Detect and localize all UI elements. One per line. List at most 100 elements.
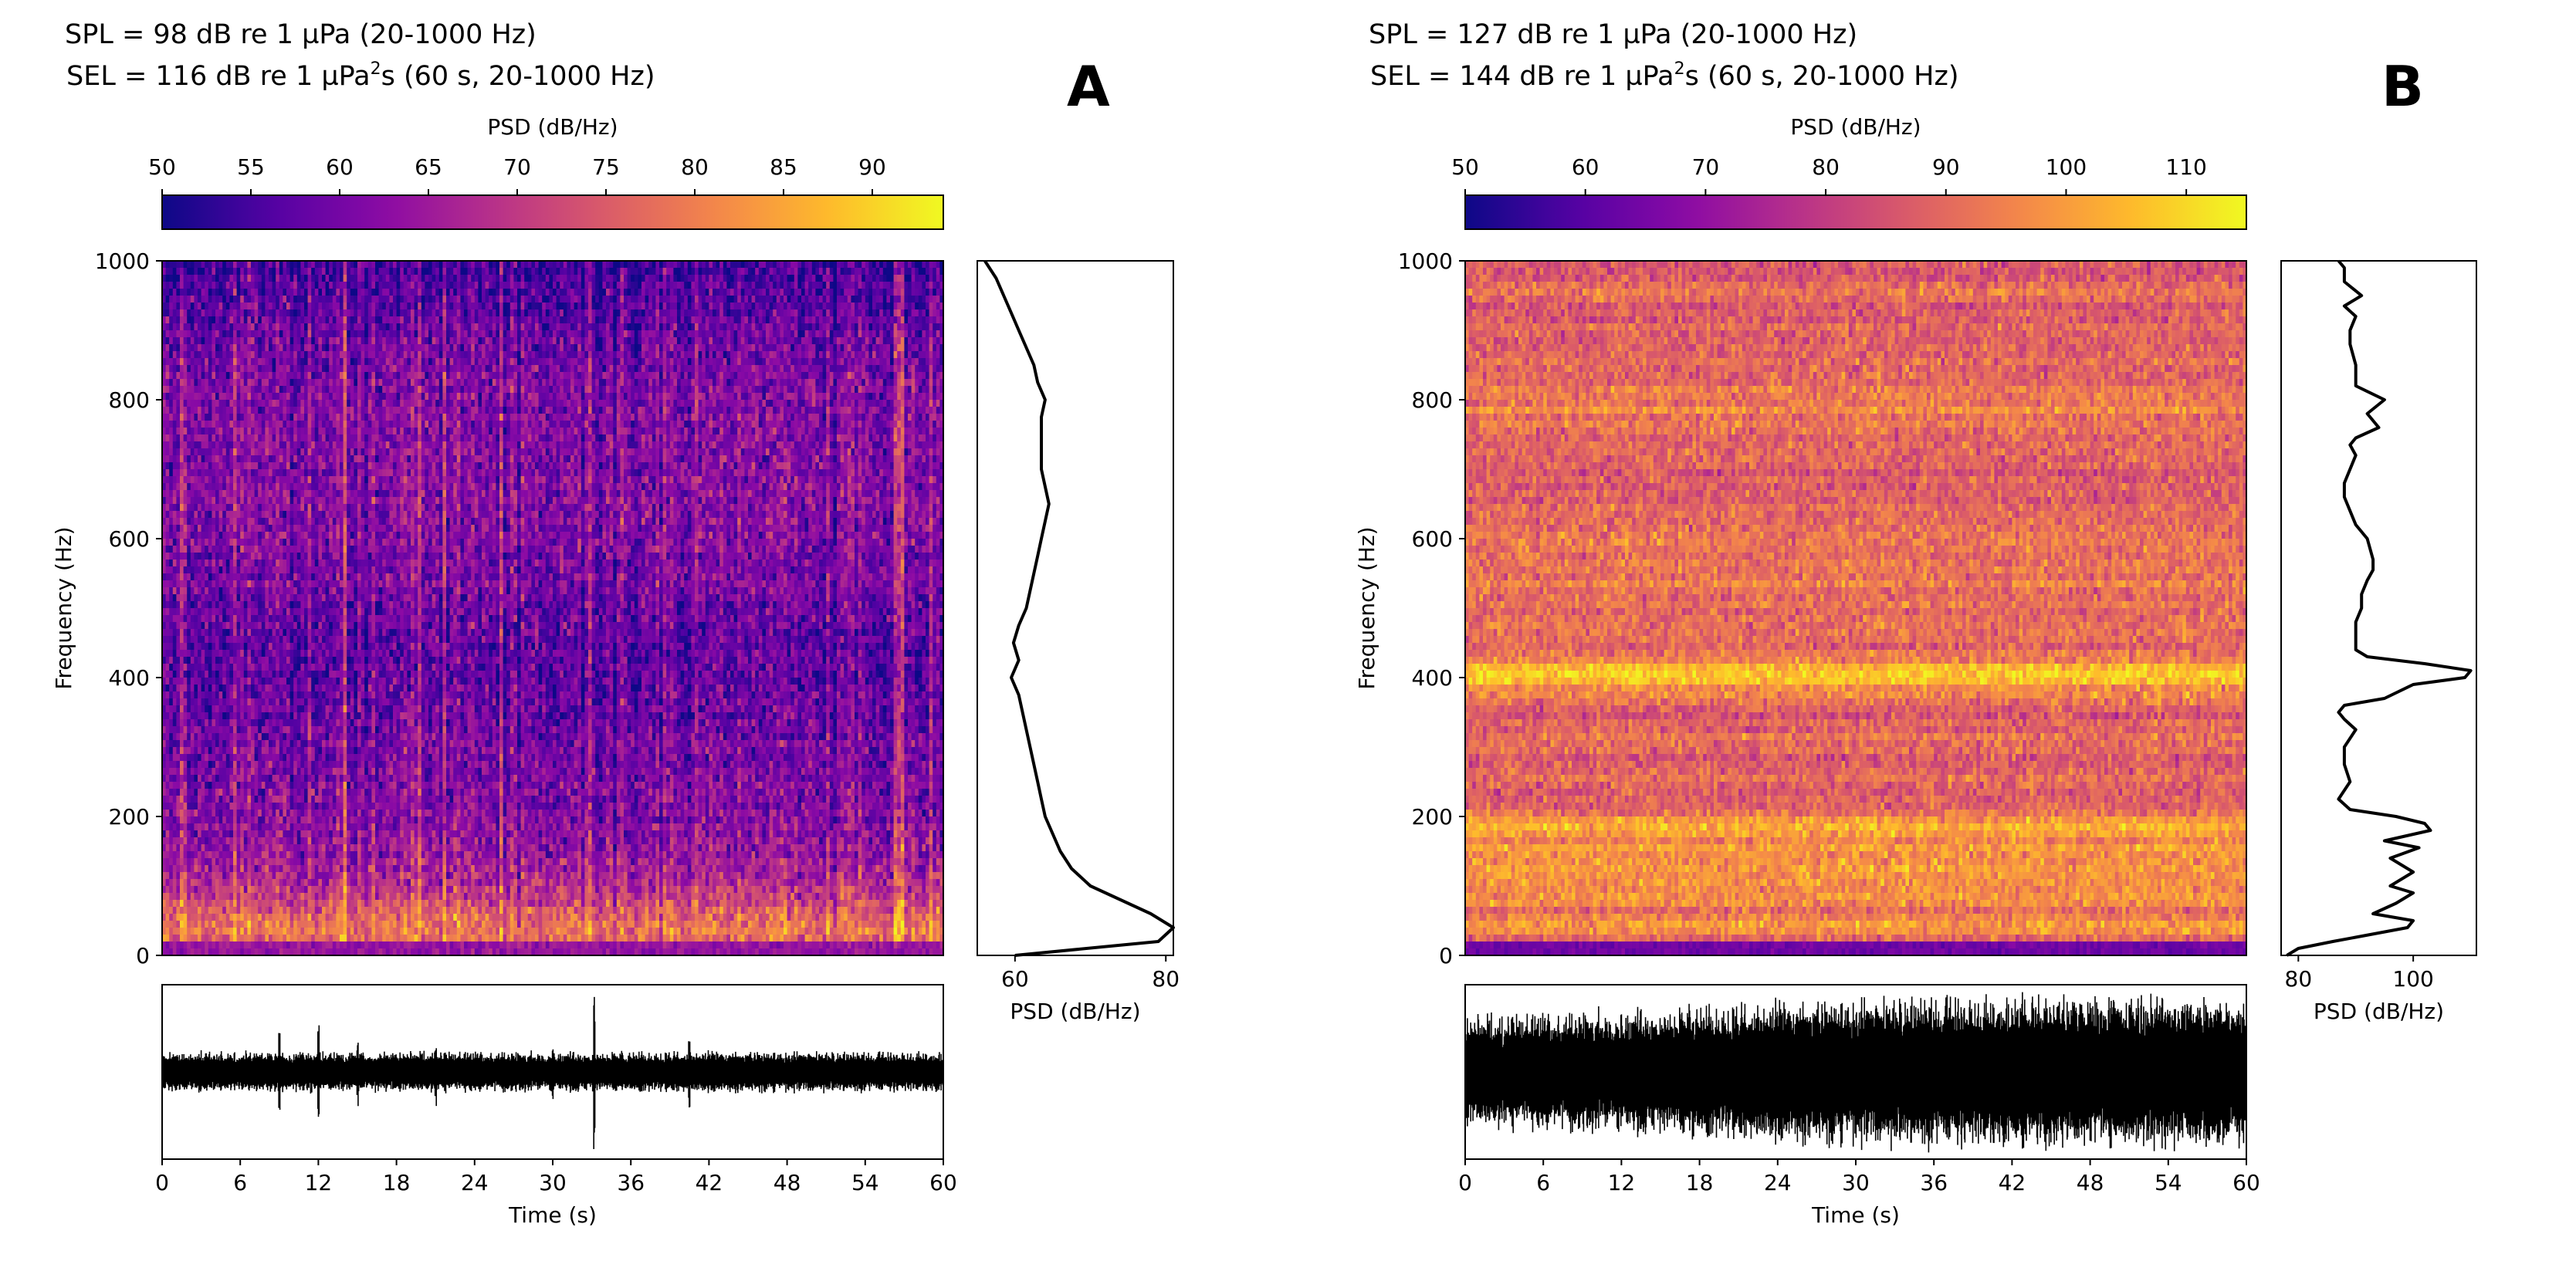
spectrogram-cell	[740, 275, 745, 282]
spectrogram-cell	[215, 261, 220, 269]
spectrogram-cell	[595, 289, 600, 296]
spectrogram-cell	[794, 379, 798, 387]
spectrogram-cell	[509, 414, 514, 421]
spectrogram-cell	[218, 289, 223, 296]
spectrogram-cell	[638, 372, 642, 380]
spectrogram-cell	[296, 358, 301, 366]
spectrogram-cell	[677, 365, 682, 373]
spectrogram-cell	[840, 393, 845, 401]
spectrogram-cell	[489, 323, 493, 331]
spectrogram-cell	[389, 365, 394, 373]
spectrogram-cell	[730, 365, 735, 373]
spectrogram-cell	[172, 289, 177, 296]
spectrogram-cell	[357, 323, 362, 331]
spectrogram-cell	[367, 303, 372, 310]
spectrogram-cell	[499, 289, 504, 296]
spectrogram-cell	[205, 372, 209, 380]
spectrogram-cell	[936, 316, 940, 324]
spectrogram-cell	[933, 400, 937, 407]
spectrogram-cell	[755, 289, 760, 296]
spectrogram-cell	[400, 330, 405, 338]
spectrogram-cell	[233, 344, 238, 352]
spectrogram-cell	[485, 337, 489, 345]
spectrogram-cell	[478, 337, 482, 345]
spectrogram-cell	[890, 261, 895, 269]
spectrogram-cell	[340, 289, 344, 296]
spectrogram-cell	[527, 365, 532, 373]
spectrogram-cell	[890, 323, 895, 331]
spectrogram-cell	[847, 379, 851, 387]
spectrogram-cell	[172, 303, 177, 310]
spectrogram-cell	[482, 316, 486, 324]
spectrogram-cell	[453, 407, 458, 414]
spectrogram-cell	[240, 358, 245, 366]
spectrogram-cell	[560, 386, 564, 394]
spectrogram-cell	[254, 275, 259, 282]
spectrogram-cell	[588, 414, 593, 421]
spectrogram-cell	[460, 358, 465, 366]
spectrogram-cell	[403, 365, 408, 373]
spectrogram-cell	[705, 365, 709, 373]
spectrogram-cell	[673, 358, 678, 366]
spectrogram-cell	[748, 303, 753, 310]
spectrogram-cell	[602, 393, 607, 401]
spectrogram-cell	[489, 309, 493, 317]
spectrogram-cell	[677, 303, 682, 310]
sel-suffix-b: s (60 s, 20-1000 Hz)	[1685, 61, 1959, 92]
spectrogram-cell	[243, 386, 248, 394]
spectrogram-cell	[367, 393, 372, 401]
spectrogram-cell	[819, 386, 824, 394]
spectrogram-cell	[482, 289, 486, 296]
spectrogram-cell	[844, 351, 848, 359]
spectrogram-cell	[936, 344, 940, 352]
spectrogram-cell	[553, 309, 557, 317]
chart-panel-a: PSD (dB/Hz)50 55 60 65 70 75 80 85 9002004006008…	[51, 114, 1180, 1228]
spectrogram-cell	[400, 393, 405, 401]
spectrogram-cell	[553, 316, 557, 324]
spectrogram-cell	[588, 337, 593, 345]
spectrogram-cell	[367, 275, 372, 282]
spectrogram-cell	[730, 289, 735, 296]
spectrogram-cell	[265, 372, 269, 380]
spectrogram-cell	[624, 330, 628, 338]
spectrogram-cell	[418, 386, 422, 394]
spectrogram-cell	[677, 351, 682, 359]
spectrogram-cell	[520, 296, 525, 303]
spectrogram-cell	[347, 372, 351, 380]
spectrogram-cell	[758, 344, 763, 352]
spectrogram-cell	[879, 358, 884, 366]
spectrogram-cell	[713, 275, 717, 282]
spectrogram-cell	[208, 268, 212, 276]
spectrogram-cell	[652, 407, 656, 414]
spectrogram-cell	[890, 344, 895, 352]
spectrogram-cell	[478, 261, 482, 269]
spectrogram-cell	[283, 289, 287, 296]
spectrogram-cell	[517, 407, 522, 414]
spectrogram-cell	[347, 393, 351, 401]
spectrogram-cell	[784, 358, 788, 366]
spectrogram-cell	[755, 282, 760, 289]
spectrogram-cell	[911, 407, 916, 414]
spectrogram-cell	[385, 365, 390, 373]
spectrogram-cell	[347, 268, 351, 276]
spectrogram-cell	[641, 372, 646, 380]
spectrogram-cell	[797, 365, 802, 373]
spectrogram-cell	[165, 282, 170, 289]
spectrogram-cell	[414, 365, 418, 373]
spectrogram-cell	[407, 323, 411, 331]
spectrogram-cell	[645, 275, 649, 282]
spectrogram-cell	[726, 275, 731, 282]
spectrogram-cell	[471, 407, 476, 414]
spectrogram-cell	[205, 365, 209, 373]
spectrogram-cell	[766, 330, 770, 338]
spectrogram-cell	[716, 282, 720, 289]
spectrogram-cell	[489, 393, 493, 401]
spectrogram-cell	[393, 275, 398, 282]
spectrogram-cell	[659, 393, 664, 401]
spectrogram-cell	[347, 351, 351, 359]
spectrogram-cell	[531, 268, 536, 276]
spectrogram-cell	[598, 330, 603, 338]
spectrogram-cell	[879, 289, 884, 296]
spectrogram-cell	[677, 296, 682, 303]
spectrogram-cell	[520, 323, 525, 331]
